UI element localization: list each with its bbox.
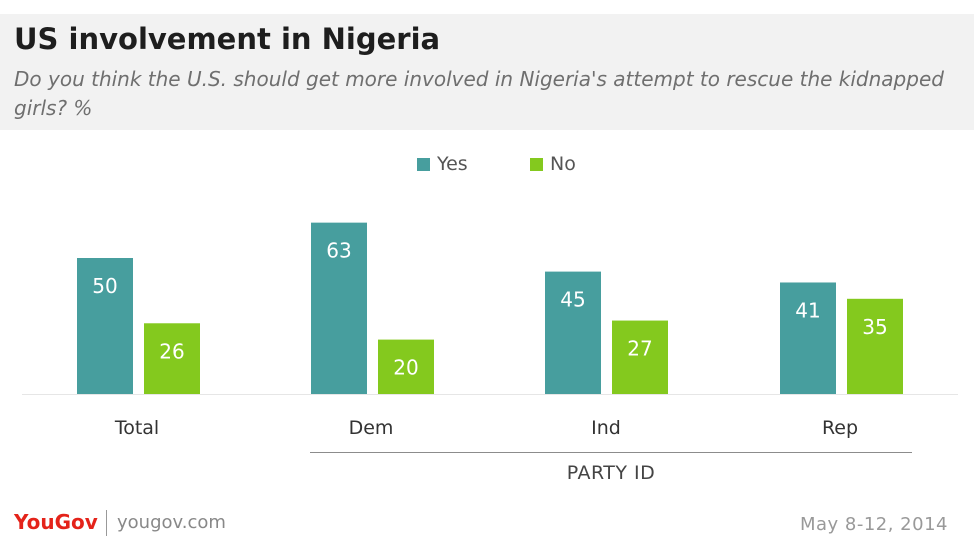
legend-swatch-yes [417, 157, 430, 171]
data-label-ind-yes: 45 [560, 288, 585, 312]
chart-subtitle: Do you think the U.S. should get more in… [14, 67, 944, 120]
data-label-total-no: 26 [159, 339, 184, 363]
yougov-logo: YouGov [14, 510, 98, 534]
data-label-ind-no: 27 [627, 337, 652, 361]
bar-rep-no [847, 298, 903, 394]
party-id-bracket-line [310, 452, 912, 453]
legend-swatch-no [530, 157, 543, 171]
bar-total-yes [77, 258, 133, 394]
bar-total-no [144, 323, 200, 394]
footer-separator [106, 510, 107, 536]
bar-ind-no [612, 320, 668, 394]
bar-rep-yes [780, 282, 836, 394]
data-label-rep-yes: 41 [795, 298, 820, 322]
footer-date: May 8-12, 2014 [799, 514, 948, 535]
data-label-dem-no: 20 [393, 356, 418, 380]
legend-label-no: No [550, 153, 576, 175]
data-label-rep-no: 35 [862, 315, 887, 339]
party-id-label: PARTY ID [566, 462, 656, 484]
category-label-total: Total [114, 417, 160, 439]
category-label-dem: Dem [348, 417, 394, 439]
footer-site: yougov.com [117, 512, 226, 533]
legend-item-no: No [530, 152, 576, 176]
bar-dem-no [378, 339, 434, 394]
chart-title: US involvement in Nigeria [14, 22, 441, 56]
logo-you: You [14, 510, 55, 534]
legend-label-yes: Yes [437, 153, 468, 175]
bar-dem-yes [311, 222, 367, 394]
logo-gov: Gov [54, 510, 98, 534]
chart-header: US involvement in Nigeria Do you think t… [0, 14, 974, 130]
data-label-total-yes: 50 [92, 274, 117, 298]
category-label-ind: Ind [591, 417, 621, 439]
legend-item-yes: Yes [417, 152, 468, 176]
category-label-rep: Rep [821, 417, 859, 439]
data-label-dem-yes: 63 [326, 239, 351, 263]
bar-ind-yes [545, 271, 601, 394]
